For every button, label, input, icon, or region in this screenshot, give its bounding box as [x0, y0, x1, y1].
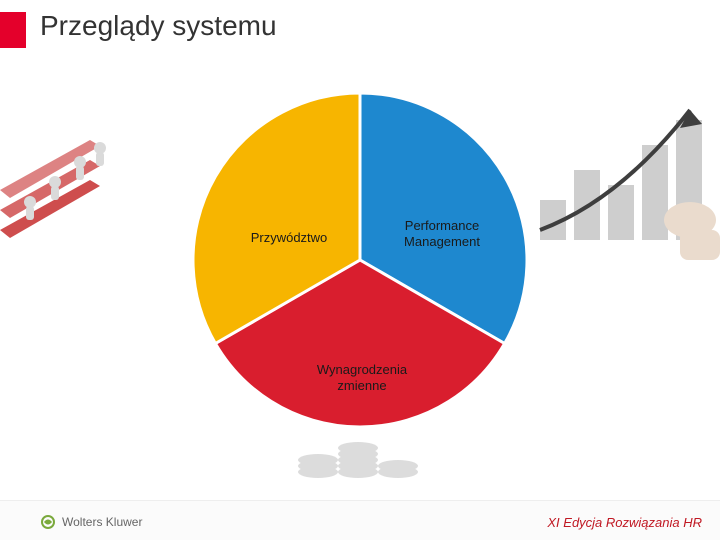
footer-logo: Wolters Kluwer	[40, 514, 142, 530]
pie-label-wynagrodzenia: Wynagrodzeniazmienne	[292, 362, 432, 393]
tracks	[0, 140, 100, 238]
decor-runners	[0, 110, 170, 250]
accent-bar	[0, 12, 26, 48]
pie-chart: Przywództwo PerformanceManagement Wynagr…	[190, 90, 530, 430]
footer: Wolters Kluwer XI Edycja Rozwiązania HR	[0, 500, 720, 540]
footer-logo-text: Wolters Kluwer	[62, 515, 142, 529]
growth-bar	[608, 185, 634, 240]
decor-growth-chart	[530, 80, 720, 260]
slide-title: Przeglądy systemu	[40, 10, 277, 42]
footer-edition-text: XI Edycja Rozwiązania HR	[547, 515, 702, 530]
pie-label-performance: PerformanceManagement	[382, 218, 502, 249]
hand	[664, 202, 720, 260]
wk-logo-icon	[40, 514, 56, 530]
pie-label-przywodztwo: Przywództwo	[234, 230, 344, 246]
slide: Przeglądy systemu Przywództwo Performanc…	[0, 0, 720, 540]
decor-coins	[288, 422, 428, 482]
